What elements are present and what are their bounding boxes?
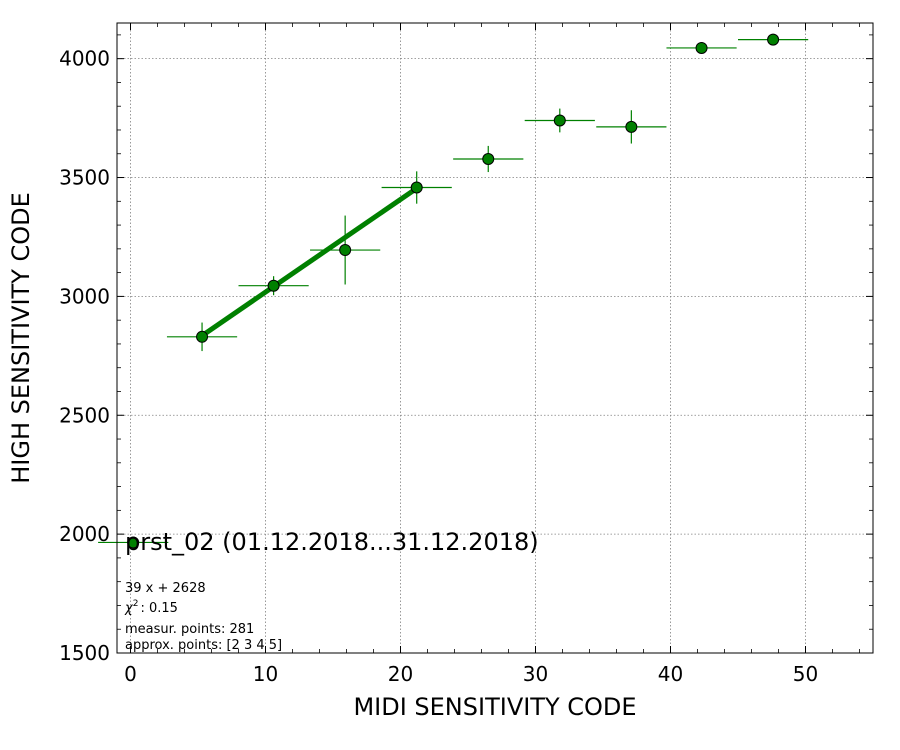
- grid: [117, 23, 873, 654]
- data-point: [553, 114, 566, 127]
- chi2-exponent: 2: [133, 599, 139, 609]
- data-point: [695, 41, 708, 54]
- x-axis-label: MIDI SENSITIVITY CODE: [353, 693, 636, 721]
- y-tick-label: 4000: [59, 47, 110, 71]
- data-point: [267, 279, 280, 292]
- x-tick-label: 0: [124, 662, 137, 686]
- plot-frame: [116, 22, 874, 654]
- y-tick-label: 1500: [59, 641, 110, 665]
- chi2-symbol: χ: [124, 601, 134, 616]
- y-tick-label: 2000: [59, 522, 110, 546]
- annotation-title: prst_02 (01.12.2018...31.12.2018): [125, 528, 539, 556]
- chi2-value: : 0.15: [140, 601, 177, 616]
- x-tick-labels: 0 10 20 30 40 50: [124, 662, 818, 686]
- x-tick-label: 50: [793, 662, 818, 686]
- annotation-approx-points: approx. points: [2 3 4 5]: [125, 638, 282, 653]
- x-tick-label: 30: [523, 662, 548, 686]
- y-tick-labels: 1500 2000 2500 3000 3500 4000: [59, 47, 110, 665]
- data-point: [339, 244, 352, 257]
- y-axis-label: HIGH SENSITIVITY CODE: [7, 192, 35, 484]
- data-point: [625, 120, 638, 133]
- data-point: [196, 330, 209, 343]
- x-tick-label: 10: [253, 662, 278, 686]
- data-point: [410, 181, 423, 194]
- y-tick-label: 3000: [59, 284, 110, 308]
- y-tick-label: 2500: [59, 403, 110, 427]
- errorbars: [98, 39, 809, 544]
- fit-line-layer: [200, 186, 419, 338]
- data-points: [127, 33, 780, 549]
- data-point: [127, 536, 140, 549]
- annotation-measur-points: measur. points: 281: [125, 622, 254, 637]
- y-tick-label: 3500: [59, 166, 110, 190]
- x-tick-label: 40: [658, 662, 683, 686]
- annotation-fit-label: 39 x + 2628: [125, 581, 206, 596]
- fit-line: [200, 186, 419, 338]
- major-ticks: [117, 23, 873, 654]
- data-point: [767, 33, 780, 46]
- x-tick-label: 20: [388, 662, 413, 686]
- annotation-chi2: χ2: 0.15: [124, 599, 178, 616]
- data-point: [482, 152, 495, 165]
- minor-ticks: [117, 23, 873, 653]
